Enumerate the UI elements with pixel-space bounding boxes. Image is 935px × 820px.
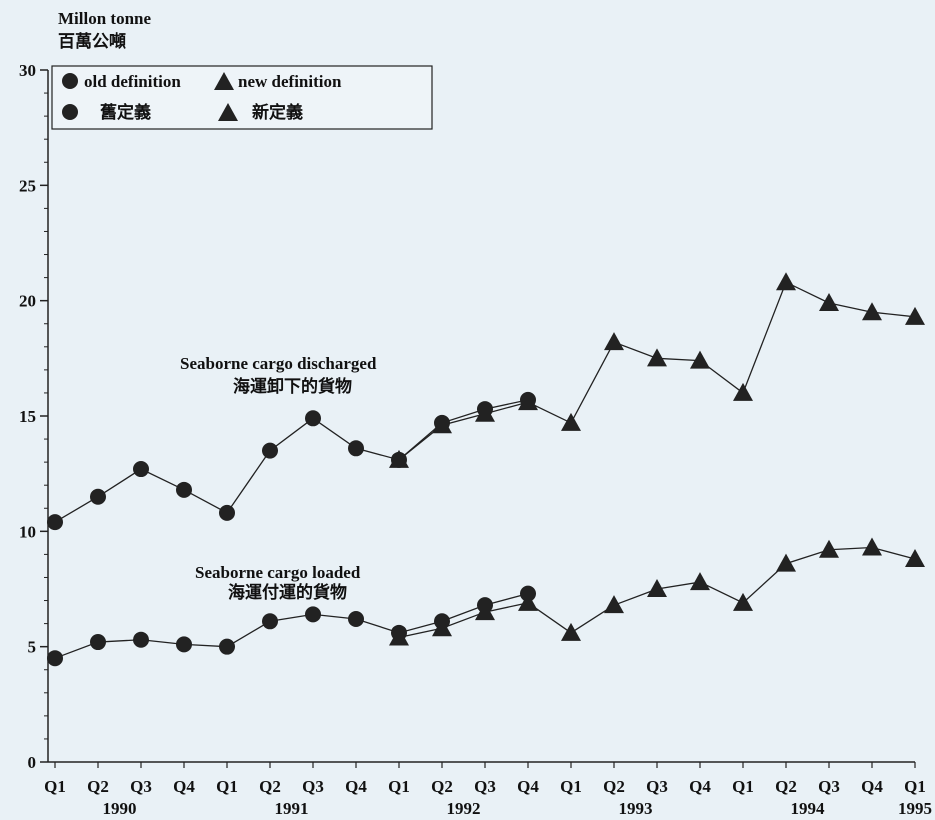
data-point xyxy=(647,579,667,597)
data-point xyxy=(432,415,452,434)
x-tick-label: Q4 xyxy=(517,777,539,796)
legend: old definition new definition 舊定義 新定義 xyxy=(51,65,433,130)
data-point xyxy=(604,332,624,351)
x-year-label: 1993 xyxy=(619,799,653,818)
data-point xyxy=(733,592,753,611)
x-tick-label: Q3 xyxy=(646,777,668,796)
x-year-label: 1992 xyxy=(447,799,481,818)
annotation-discharged-zh: 海運卸下的貨物 xyxy=(233,376,352,396)
x-year-label: 1990 xyxy=(103,799,137,818)
x-tick-label: Q4 xyxy=(689,777,711,796)
data-point xyxy=(819,292,839,311)
data-point xyxy=(647,348,667,367)
x-tick-label: Q2 xyxy=(431,777,453,796)
y-tick-label: 20 xyxy=(19,292,36,311)
x-tick-label: Q2 xyxy=(603,777,625,796)
data-point xyxy=(518,392,538,411)
y-axis-title: Millon tonne xyxy=(58,9,151,28)
x-year-label: 1991 xyxy=(275,799,309,818)
series-layer xyxy=(47,272,925,667)
legend-old-label-zh: 舊定義 xyxy=(100,102,151,122)
data-point xyxy=(561,412,581,431)
data-point xyxy=(690,572,710,591)
data-point xyxy=(475,602,495,621)
legend-old-marker xyxy=(62,73,78,89)
data-point xyxy=(389,449,409,468)
legend-old-marker-zh xyxy=(62,104,78,120)
legend-new-label-zh: 新定義 xyxy=(252,102,303,122)
data-point xyxy=(561,622,581,641)
x-tick-label: Q3 xyxy=(302,777,324,796)
legend-new-marker xyxy=(214,72,234,90)
y-tick-label: 0 xyxy=(28,753,37,772)
data-point xyxy=(862,537,882,556)
annotation-discharged: Seaborne cargo discharged xyxy=(180,354,377,373)
x-tick-label: Q2 xyxy=(87,777,109,796)
annotation-loaded: Seaborne cargo loaded xyxy=(195,563,361,582)
data-point xyxy=(47,650,63,667)
y-ticks: 0 5 10 15 20 25 30 xyxy=(19,61,48,772)
data-point xyxy=(776,553,796,572)
x-tick-label: Q1 xyxy=(388,777,410,796)
x-tick-label: Q1 xyxy=(904,777,926,796)
data-point xyxy=(905,549,925,568)
data-point xyxy=(348,610,364,627)
x-tick-label: Q1 xyxy=(560,777,582,796)
x-tick-label: Q2 xyxy=(259,777,281,796)
y-tick-label: 10 xyxy=(19,522,36,541)
x-tick-label: Q3 xyxy=(818,777,840,796)
x-tick-label: Q4 xyxy=(345,777,367,796)
data-point xyxy=(733,382,753,401)
data-point xyxy=(262,613,278,630)
annotation-loaded-zh: 海運付運的貨物 xyxy=(228,582,347,602)
x-year-label: 1995 xyxy=(898,799,932,818)
data-point xyxy=(475,403,495,422)
x-tick-label: Q4 xyxy=(173,777,195,796)
x-tick-label: Q4 xyxy=(861,777,883,796)
data-point xyxy=(690,350,710,369)
legend-box xyxy=(51,65,433,130)
data-point xyxy=(862,302,882,321)
x-tick-label: Q2 xyxy=(775,777,797,796)
data-point xyxy=(518,592,538,611)
data-point xyxy=(133,461,149,478)
legend-old-label: old definition xyxy=(84,72,181,91)
data-point xyxy=(305,606,321,623)
data-point xyxy=(133,631,149,648)
data-point xyxy=(47,514,63,531)
data-point xyxy=(305,410,321,427)
y-tick-label: 15 xyxy=(19,407,36,426)
data-point xyxy=(389,627,409,646)
data-point xyxy=(905,306,925,325)
x-ticks: Q1 Q2 Q3 Q4 Q1 Q2 Q3 Q4 Q1 Q2 Q3 Q4 Q1 Q2 Q3 Q4 Q1 Q2 Q3 Q4… xyxy=(44,762,932,818)
series-line xyxy=(54,592,529,659)
data-point xyxy=(176,636,192,653)
y-axis-title-zh: 百萬公噸 xyxy=(58,31,126,51)
y-tick-label: 30 xyxy=(19,61,36,80)
y-tick-label: 25 xyxy=(19,176,36,195)
data-point xyxy=(219,638,235,655)
data-point xyxy=(262,442,278,459)
data-point xyxy=(432,618,452,637)
data-point xyxy=(90,488,106,505)
x-tick-label: Q3 xyxy=(130,777,152,796)
legend-new-marker-zh xyxy=(218,103,238,121)
data-point xyxy=(819,539,839,558)
x-tick-label: Q3 xyxy=(474,777,496,796)
series-line xyxy=(54,399,529,523)
data-point xyxy=(219,504,235,521)
data-point xyxy=(176,481,192,498)
data-point xyxy=(604,595,624,614)
legend-new-label: new definition xyxy=(238,72,342,91)
x-tick-label: Q1 xyxy=(732,777,754,796)
data-point xyxy=(348,440,364,457)
data-point xyxy=(90,634,106,651)
x-year-label: 1994 xyxy=(791,799,826,818)
x-tick-label: Q1 xyxy=(44,777,66,796)
x-tick-label: Q1 xyxy=(216,777,238,796)
y-tick-label: 5 xyxy=(28,638,37,657)
data-point xyxy=(776,272,796,291)
